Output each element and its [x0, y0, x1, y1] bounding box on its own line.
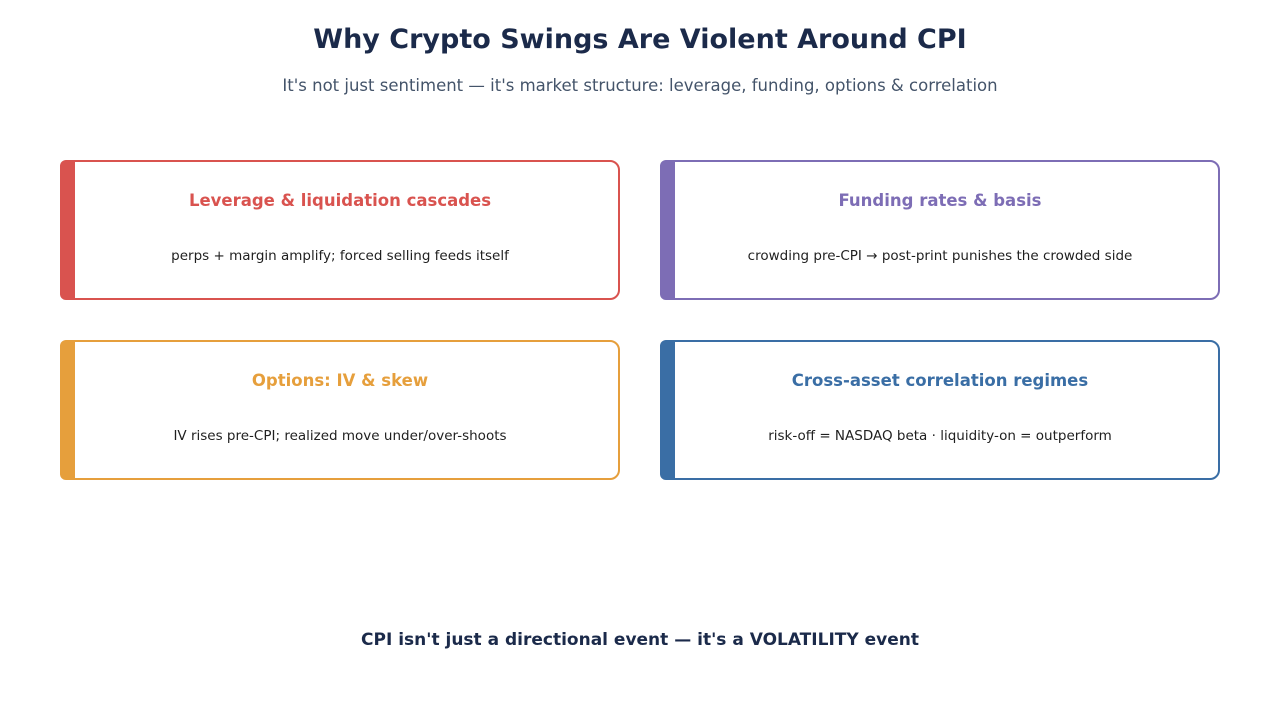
card-title: Leverage & liquidation cascades	[188, 191, 492, 210]
card-options: Options: IV & skew IV rises pre-CPI; rea…	[60, 340, 620, 480]
card-title: Options: IV & skew	[251, 371, 429, 390]
card-correlation: Cross-asset correlation regimes risk-off…	[660, 340, 1220, 480]
footer-takeaway: CPI isn't just a directional event — it'…	[361, 630, 919, 650]
card-accent-bar	[60, 160, 75, 300]
card-description: IV rises pre-CPI; realized move under/ov…	[173, 428, 507, 444]
card-description: crowding pre-CPI → post-print punishes t…	[747, 248, 1133, 264]
card-funding: Funding rates & basis crowding pre-CPI →…	[660, 160, 1220, 300]
page-subtitle: It's not just sentiment — it's market st…	[282, 76, 998, 95]
card-title: Funding rates & basis	[838, 191, 1042, 210]
card-accent-bar	[660, 340, 675, 480]
card-accent-bar	[660, 160, 675, 300]
card-description: perps + margin amplify; forced selling f…	[171, 248, 509, 264]
page-title: Why Crypto Swings Are Violent Around CPI	[313, 24, 967, 55]
card-leverage: Leverage & liquidation cascades perps + …	[60, 160, 620, 300]
card-description: risk-off = NASDAQ beta · liquidity-on = …	[768, 428, 1112, 444]
card-accent-bar	[60, 340, 75, 480]
card-title: Cross-asset correlation regimes	[791, 371, 1089, 390]
